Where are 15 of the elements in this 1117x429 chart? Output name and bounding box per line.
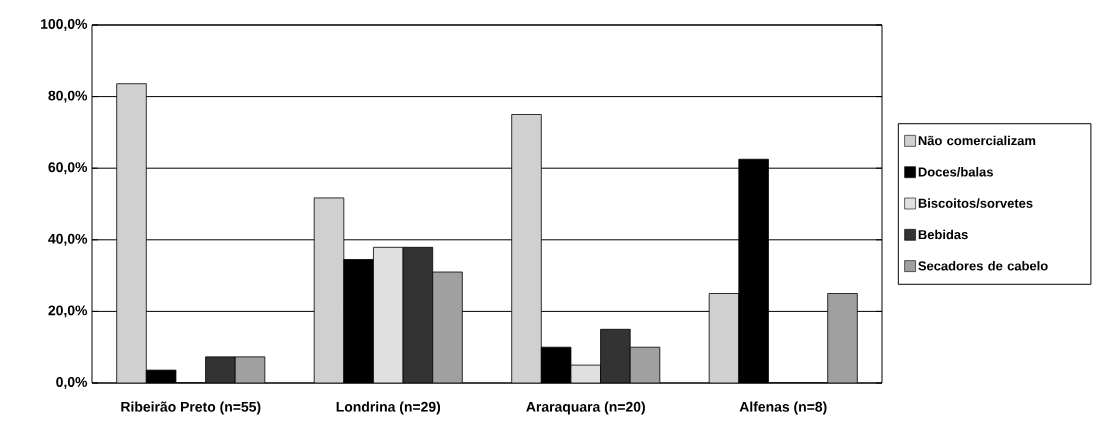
- legend-label: Doces/balas: [918, 167, 993, 177]
- y-tick-label: 40,0%: [48, 233, 88, 246]
- x-tick-label: Alfenas (n=8): [739, 401, 827, 415]
- legend-label: Biscoitos/sorvetes: [918, 198, 1033, 208]
- legend-label: Bebidas: [918, 229, 968, 240]
- x-tick-label: Ribeirão Preto (n=55): [121, 401, 261, 415]
- y-tick-label: 100,0%: [41, 19, 88, 31]
- legend-label: Secadores de cabelo: [918, 260, 1048, 271]
- x-tick-label: Araraquara (n=20): [526, 401, 645, 415]
- y-tick-label: 60,0%: [48, 162, 88, 175]
- legend-label: Não comercializam: [918, 135, 1036, 146]
- y-tick-label: 80,0%: [48, 90, 88, 103]
- y-tick-label: 20,0%: [48, 305, 88, 318]
- x-tick-label: Londrina (n=29): [336, 401, 441, 415]
- y-tick-label: 0,0%: [56, 377, 88, 389]
